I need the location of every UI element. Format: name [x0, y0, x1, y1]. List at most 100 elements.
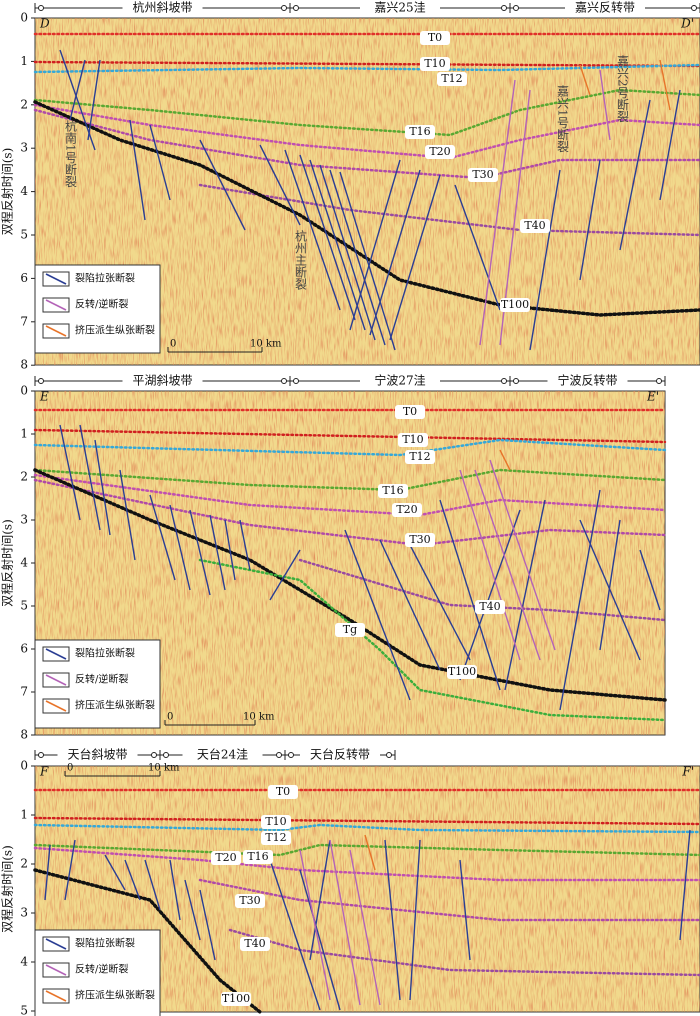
horizon-label: T0	[276, 785, 290, 798]
horizon-label: T20	[396, 503, 417, 516]
zone-label: 天台24洼	[197, 747, 248, 762]
fault	[659, 89, 681, 201]
fault	[479, 79, 516, 346]
zone-label: 天台反转带	[310, 747, 370, 762]
legend-label: 反转/逆断裂	[75, 298, 128, 311]
fault	[559, 489, 601, 711]
horizon	[33, 816, 700, 826]
fault	[409, 839, 421, 1001]
zone-label-bg	[122, 0, 203, 16]
fault-label: 杭南1号断裂	[64, 119, 78, 188]
horizon-label-bg	[420, 31, 450, 45]
horizon	[33, 438, 667, 457]
zone-label-bg	[122, 373, 203, 389]
fault	[369, 169, 421, 336]
zone-dot	[513, 5, 519, 11]
fault	[319, 164, 376, 341]
horizon-label-bg	[235, 894, 265, 908]
zone-dot	[38, 752, 44, 758]
zone-label: 杭州斜坡带	[132, 0, 192, 15]
fault	[329, 839, 361, 1006]
fault	[169, 859, 181, 921]
horizon-label-bg	[261, 831, 291, 845]
horizon-label: T40	[524, 219, 545, 232]
horizon-label: Tg	[343, 623, 357, 636]
zone-label-bg	[360, 373, 440, 389]
scale-label: 10 km	[250, 339, 282, 350]
horizon-label: T100	[448, 665, 476, 678]
y-tick-label: 5	[20, 228, 28, 242]
zone-label: 嘉兴反转带	[575, 0, 635, 15]
zone-dot	[691, 5, 697, 11]
fault	[144, 859, 161, 911]
horizon-label: T100	[501, 298, 529, 311]
section-end-label: E'	[646, 390, 659, 404]
fault	[364, 834, 376, 871]
fault	[269, 859, 321, 1011]
fault	[269, 549, 301, 601]
fault	[599, 519, 621, 651]
horizon-label: T100	[222, 992, 250, 1005]
fault	[344, 529, 411, 701]
fault	[679, 829, 691, 941]
zone-label-bg	[57, 747, 138, 763]
zone-label-bg	[300, 747, 380, 763]
fault	[459, 509, 521, 681]
zone-dot	[38, 5, 44, 11]
horizon-label: T12	[441, 72, 462, 85]
horizon	[33, 88, 700, 137]
fault	[124, 859, 141, 901]
horizon-label-bg	[500, 298, 530, 312]
fault	[149, 124, 171, 201]
fault	[579, 519, 641, 661]
horizon-label: T20	[429, 145, 450, 158]
legend-label: 挤压派生纵张断裂	[75, 989, 155, 1002]
zone-label: 宁波反转带	[557, 373, 617, 388]
fault	[579, 159, 601, 281]
fault	[209, 514, 226, 591]
legend-line	[45, 964, 67, 976]
fault	[379, 539, 441, 671]
legend-label: 挤压派生纵张断裂	[75, 699, 155, 712]
legend-line	[45, 990, 67, 1002]
fault	[189, 509, 211, 596]
horizon-label-bg	[437, 72, 467, 86]
y-tick-label: 1	[20, 808, 28, 822]
y-tick-label: 1	[20, 427, 28, 441]
zone-label: 宁波27洼	[374, 373, 425, 388]
legend-label: 挤压派生纵张断裂	[75, 324, 155, 337]
horizon-label: T10	[265, 815, 286, 828]
horizon-label-bg	[405, 450, 435, 464]
horizon-label-bg	[405, 125, 435, 139]
fault	[299, 849, 331, 1001]
zone-dot	[281, 378, 287, 384]
horizon	[198, 878, 700, 922]
zone-dot	[276, 752, 282, 758]
fault	[459, 469, 521, 661]
scale-label: 10 km	[243, 712, 275, 723]
horizon	[33, 468, 667, 702]
zone-dot	[513, 378, 519, 384]
scale-label: 10 km	[148, 763, 180, 774]
zone-dot	[293, 5, 299, 11]
fault	[439, 499, 501, 691]
horizon-label: T30	[472, 168, 493, 181]
fault	[599, 69, 611, 141]
zone-label: 嘉兴25洼	[374, 1, 425, 15]
horizon-label-bg	[420, 57, 450, 71]
scale-label: 0	[67, 763, 73, 774]
fault	[639, 549, 661, 611]
fault	[489, 459, 556, 651]
horizon-label: T16	[382, 484, 403, 497]
y-tick-label: 6	[20, 271, 28, 285]
fault	[309, 839, 331, 961]
fault	[184, 879, 201, 941]
y-tick-label: 2	[20, 470, 28, 484]
seismic-panel: 杭州斜坡带 嘉兴25洼 嘉兴反转带 D D' 0 1 2 3 4 5 6 7 8 双程反射时间(s) T0 T1…	[0, 0, 700, 372]
fault	[169, 504, 191, 591]
fault	[339, 171, 396, 351]
section-end-label: F'	[681, 765, 694, 779]
horizon-label: T12	[409, 450, 430, 463]
y-tick-label: 5	[20, 599, 28, 613]
